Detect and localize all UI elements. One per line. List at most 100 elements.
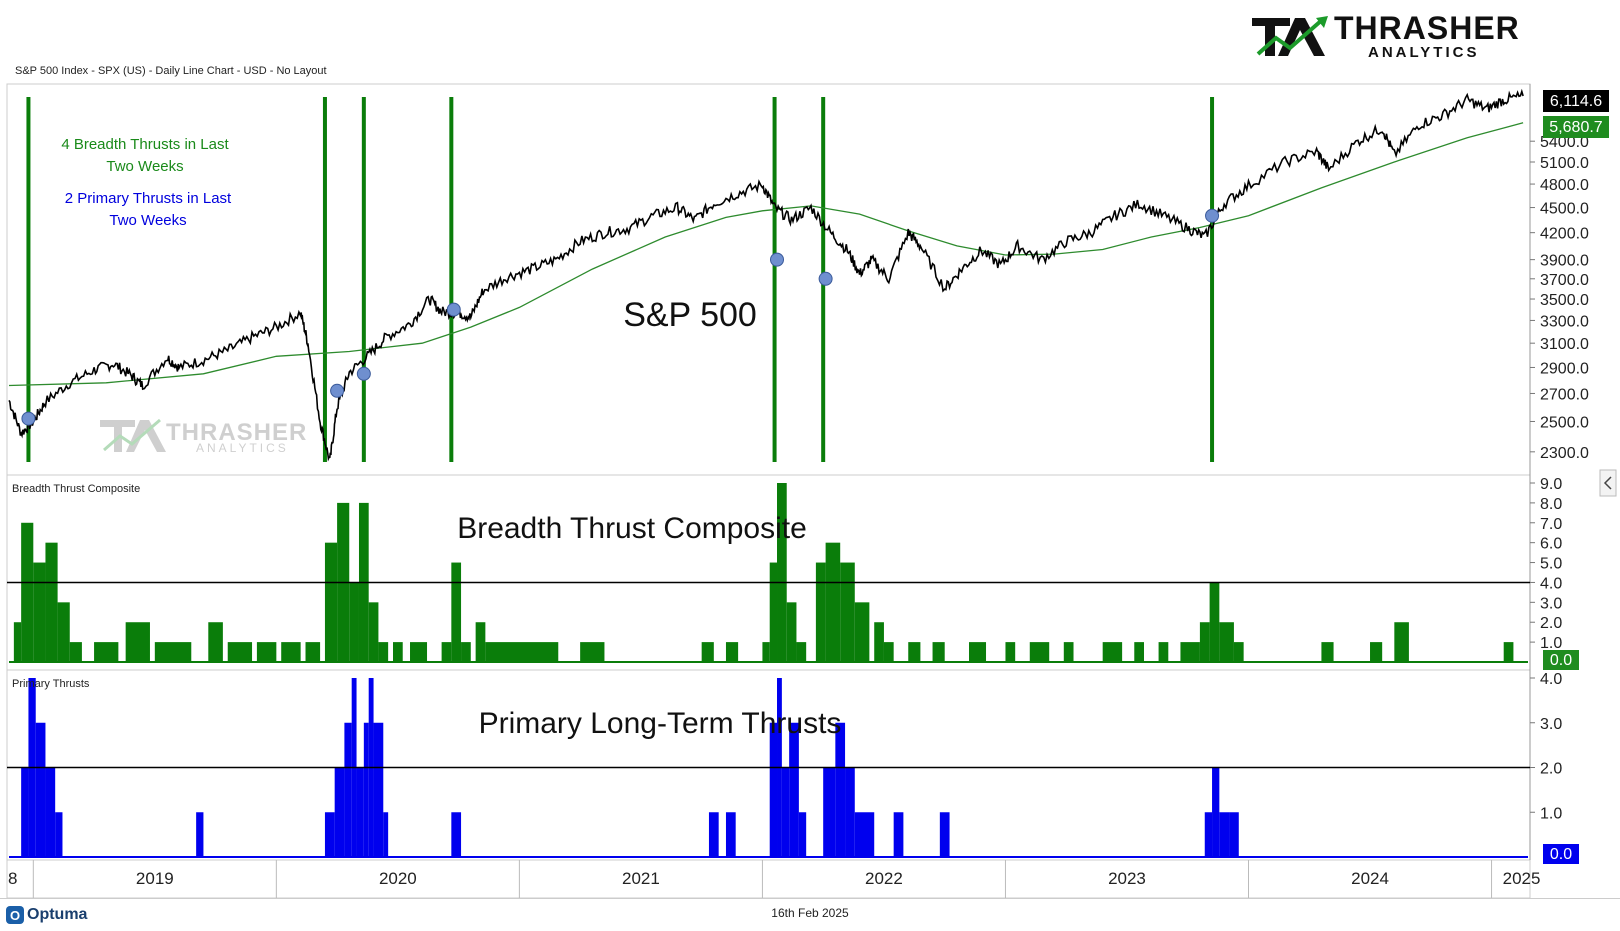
breadth-bar — [324, 542, 338, 662]
breadth-bar — [256, 642, 277, 662]
ma-price-label: 5,680.7 — [1549, 119, 1602, 136]
price-ytick-label: 2700.0 — [1540, 386, 1589, 403]
primary-ytick-label: 4.0 — [1540, 671, 1562, 688]
breadth-bar — [45, 542, 58, 662]
breadth-panel-title: Breadth Thrust Composite — [457, 512, 807, 545]
breadth-panel-frame — [6, 474, 1531, 671]
price-ytick-label: 2900.0 — [1540, 360, 1589, 377]
breadth-last-box — [1543, 650, 1579, 670]
primary-bar — [1204, 812, 1213, 857]
breadth-bar — [1321, 642, 1334, 662]
breadth-bar — [1102, 642, 1123, 662]
breadth-last-label: 0.0 — [1550, 652, 1572, 669]
breadth-bar — [932, 642, 945, 662]
breadth-bar — [1180, 642, 1200, 662]
breadth-ytick-label: 9.0 — [1540, 476, 1562, 493]
breadth-bar — [1370, 642, 1383, 662]
breadth-bar — [208, 622, 223, 662]
primary-bar — [363, 722, 369, 857]
price-ytick-label: 3100.0 — [1540, 336, 1589, 353]
svg-text:ANALYTICS: ANALYTICS — [196, 441, 289, 455]
breadth-bar — [1158, 642, 1169, 662]
primary-bar — [781, 767, 790, 857]
breadth-bar — [368, 602, 379, 662]
price-ytick-label: 5400.0 — [1540, 134, 1589, 151]
optuma-wordmark: Optuma — [27, 906, 88, 923]
breadth-bar — [227, 642, 253, 662]
breadth-bar — [883, 642, 894, 662]
xaxis-left-fragment: 8 — [8, 869, 17, 888]
thrust-marker-2 — [356, 366, 371, 381]
price-ytick-label: 3700.0 — [1540, 272, 1589, 289]
breadth-bar — [451, 562, 462, 662]
breadth-annotation-line2: Two Weeks — [106, 158, 183, 175]
footer-date: 16th Feb 2025 — [771, 906, 849, 920]
primary-bar — [334, 767, 345, 857]
primary-bar — [1219, 812, 1230, 857]
breadth-bar — [874, 622, 884, 662]
breadth-bar — [154, 642, 192, 662]
primary-bar — [893, 812, 904, 857]
breadth-ytick-label: 5.0 — [1540, 556, 1562, 573]
breadth-bar — [701, 642, 714, 662]
price-ytick-label: 4200.0 — [1540, 226, 1589, 243]
chart-caption: S&P 500 Index - SPX (US) - Daily Line Ch… — [15, 65, 327, 77]
breadth-bar — [1233, 642, 1244, 662]
breadth-ytick-label: 6.0 — [1540, 536, 1562, 553]
last-price-box — [1543, 90, 1609, 112]
primary-bar — [356, 767, 364, 857]
price-ytick-label: 3300.0 — [1540, 313, 1589, 330]
breadth-bar — [94, 642, 119, 662]
primary-bar — [373, 722, 384, 857]
price-ytick-label: 4800.0 — [1540, 177, 1589, 194]
watermark-logo: THRASHER ANALYTICS — [100, 418, 307, 455]
primary-panel-title: Primary Long-Term Thrusts — [479, 707, 842, 740]
breadth-bar — [69, 642, 82, 662]
breadth-panel-caption: Breadth Thrust Composite — [12, 483, 140, 495]
logo-sub-text: ANALYTICS — [1368, 44, 1480, 61]
breadth-bar — [305, 642, 321, 662]
primary-bar — [1229, 812, 1239, 857]
primary-last-box — [1543, 844, 1579, 864]
breadth-bar — [1219, 622, 1234, 662]
breadth-bar — [1134, 642, 1144, 662]
breadth-bar — [796, 642, 807, 662]
breadth-bar — [125, 622, 150, 662]
logo-main-text: THRASHER — [1334, 10, 1520, 46]
primary-bar — [789, 722, 799, 857]
primary-panel-caption: Primary Thrusts — [12, 678, 90, 690]
svg-text:THRASHER: THRASHER — [166, 419, 307, 446]
breadth-bar — [725, 642, 739, 662]
breadth-bar — [21, 522, 34, 662]
primary-ytick-label: 3.0 — [1540, 716, 1562, 733]
breadth-bar — [33, 562, 46, 662]
thrust-marker-0 — [21, 411, 36, 426]
xaxis-year-label: 2025 — [1503, 869, 1541, 888]
breadth-bar — [769, 562, 778, 662]
xaxis-year-label: 2024 — [1351, 869, 1389, 888]
logo-mark-icon — [1252, 16, 1328, 56]
price-ytick-label: 3900.0 — [1540, 253, 1589, 270]
collapse-button[interactable] — [1599, 469, 1617, 497]
xaxis-year-label: 2019 — [136, 869, 174, 888]
thrust-marker-6 — [1205, 208, 1220, 223]
breadth-annotation-line1: 4 Breadth Thrusts in Last — [61, 136, 229, 153]
breadth-bar — [378, 642, 389, 662]
primary-last-label: 0.0 — [1550, 846, 1572, 863]
thrust-marker-3 — [446, 302, 461, 317]
xaxis-year-label: 2023 — [1108, 869, 1146, 888]
breadth-bar — [461, 642, 471, 662]
breadth-bar — [854, 602, 870, 662]
breadth-bar — [1209, 582, 1220, 662]
breadth-bar — [13, 622, 22, 662]
breadth-bar — [825, 542, 841, 662]
optuma-icon: O — [6, 906, 24, 924]
thrasher-logo: THRASHER ANALYTICS — [1250, 6, 1520, 62]
breadth-bar — [777, 483, 787, 662]
xaxis-year-label: 2021 — [622, 869, 660, 888]
breadth-bar — [908, 642, 921, 662]
breadth-bar — [580, 642, 605, 662]
primary-bar — [864, 812, 875, 857]
primary-bar — [769, 722, 778, 857]
